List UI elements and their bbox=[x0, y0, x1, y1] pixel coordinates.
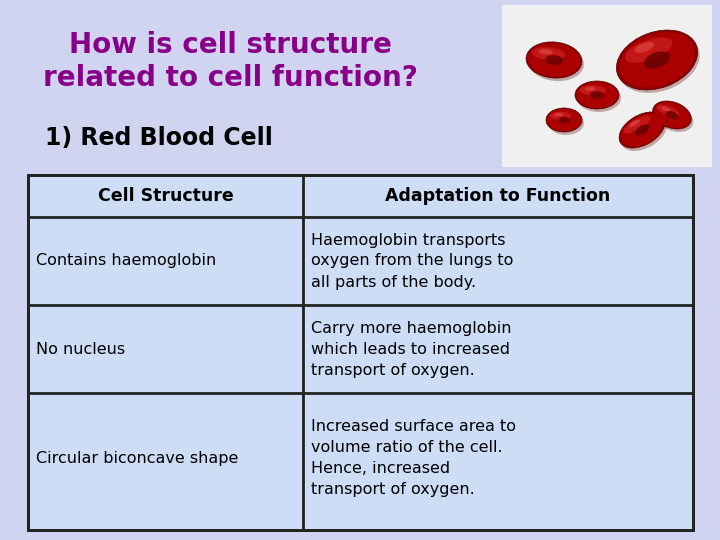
Text: Haemoglobin transports
oxygen from the lungs to
all parts of the body.: Haemoglobin transports oxygen from the l… bbox=[311, 233, 513, 289]
Ellipse shape bbox=[618, 33, 700, 93]
Ellipse shape bbox=[580, 85, 606, 95]
Ellipse shape bbox=[531, 48, 565, 60]
Ellipse shape bbox=[653, 101, 691, 129]
Ellipse shape bbox=[634, 125, 649, 136]
Text: Cell Structure: Cell Structure bbox=[98, 187, 233, 205]
Ellipse shape bbox=[575, 81, 619, 109]
Text: How is cell structure: How is cell structure bbox=[68, 31, 392, 59]
Ellipse shape bbox=[548, 111, 584, 135]
Ellipse shape bbox=[585, 86, 596, 91]
Ellipse shape bbox=[539, 49, 552, 55]
Text: Adaptation to Function: Adaptation to Function bbox=[385, 187, 611, 205]
Ellipse shape bbox=[657, 105, 680, 117]
Ellipse shape bbox=[624, 116, 650, 133]
Ellipse shape bbox=[621, 113, 663, 147]
Ellipse shape bbox=[549, 112, 571, 120]
Ellipse shape bbox=[619, 112, 665, 148]
Bar bbox=[28, 175, 693, 530]
Ellipse shape bbox=[577, 82, 617, 108]
Ellipse shape bbox=[661, 106, 671, 112]
Ellipse shape bbox=[616, 30, 698, 90]
Ellipse shape bbox=[654, 104, 693, 132]
Ellipse shape bbox=[577, 84, 621, 112]
Bar bbox=[502, 5, 712, 167]
Ellipse shape bbox=[545, 55, 563, 65]
Ellipse shape bbox=[546, 108, 582, 132]
Ellipse shape bbox=[654, 102, 690, 128]
Ellipse shape bbox=[526, 42, 582, 78]
Ellipse shape bbox=[528, 45, 584, 81]
Ellipse shape bbox=[625, 38, 672, 63]
Ellipse shape bbox=[621, 115, 667, 151]
Ellipse shape bbox=[666, 111, 678, 119]
Text: related to cell function?: related to cell function? bbox=[42, 64, 418, 92]
Ellipse shape bbox=[554, 113, 563, 117]
Ellipse shape bbox=[619, 32, 695, 87]
Ellipse shape bbox=[644, 51, 670, 69]
Ellipse shape bbox=[590, 91, 604, 99]
Text: Circular biconcave shape: Circular biconcave shape bbox=[36, 450, 238, 465]
Text: Carry more haemoglobin
which leads to increased
transport of oxygen.: Carry more haemoglobin which leads to in… bbox=[311, 321, 511, 377]
Text: 1) Red Blood Cell: 1) Red Blood Cell bbox=[45, 126, 273, 150]
Text: Contains haemoglobin: Contains haemoglobin bbox=[36, 253, 216, 268]
Text: Increased surface area to
volume ratio of the cell.
Hence, increased
transport o: Increased surface area to volume ratio o… bbox=[311, 419, 516, 497]
Ellipse shape bbox=[528, 43, 580, 77]
Ellipse shape bbox=[629, 119, 640, 127]
Text: No nucleus: No nucleus bbox=[36, 341, 125, 356]
Ellipse shape bbox=[558, 117, 570, 123]
Bar bbox=[28, 175, 693, 530]
Ellipse shape bbox=[634, 42, 654, 53]
Ellipse shape bbox=[547, 109, 580, 131]
